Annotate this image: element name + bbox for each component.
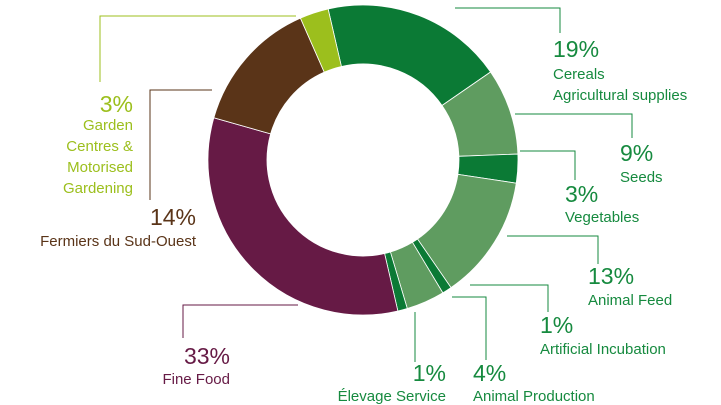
value-label: 9% (620, 140, 653, 166)
leader-line (470, 284, 549, 312)
value-label: 3% (100, 91, 133, 117)
leader-line (452, 296, 487, 360)
value-label: 4% (473, 360, 506, 386)
donut-segment (207, 117, 399, 316)
donut-segment (299, 8, 342, 73)
category-label: Élevage Service (338, 388, 446, 405)
category-label: Cereals (553, 66, 605, 83)
category-label: Artificial Incubation (540, 341, 666, 358)
leader-line (515, 113, 633, 138)
leader-line (455, 7, 561, 33)
category-label: Centres & (66, 138, 133, 155)
category-label: Fermiers du Sud-Ouest (40, 233, 197, 250)
leader-line (507, 235, 599, 264)
leader-line (149, 89, 212, 200)
value-label: 33% (184, 343, 230, 369)
value-label: 13% (588, 263, 634, 289)
category-label: Animal Feed (588, 292, 672, 309)
value-label: 19% (553, 36, 599, 62)
leader-line (182, 304, 298, 338)
value-label: 14% (150, 204, 196, 230)
value-label: 3% (565, 181, 598, 207)
value-label: 1% (413, 360, 446, 386)
value-label: 1% (540, 312, 573, 338)
category-label: Gardening (63, 180, 133, 197)
leader-line (99, 15, 296, 82)
leader-line (520, 150, 576, 180)
category-label: Motorised (67, 159, 133, 176)
category-label: Vegetables (565, 209, 639, 226)
category-label: Fine Food (162, 371, 230, 388)
category-label: Garden (83, 117, 133, 134)
category-label: Animal Production (473, 388, 595, 405)
category-label: Seeds (620, 169, 663, 186)
category-label: Agricultural supplies (553, 87, 687, 104)
